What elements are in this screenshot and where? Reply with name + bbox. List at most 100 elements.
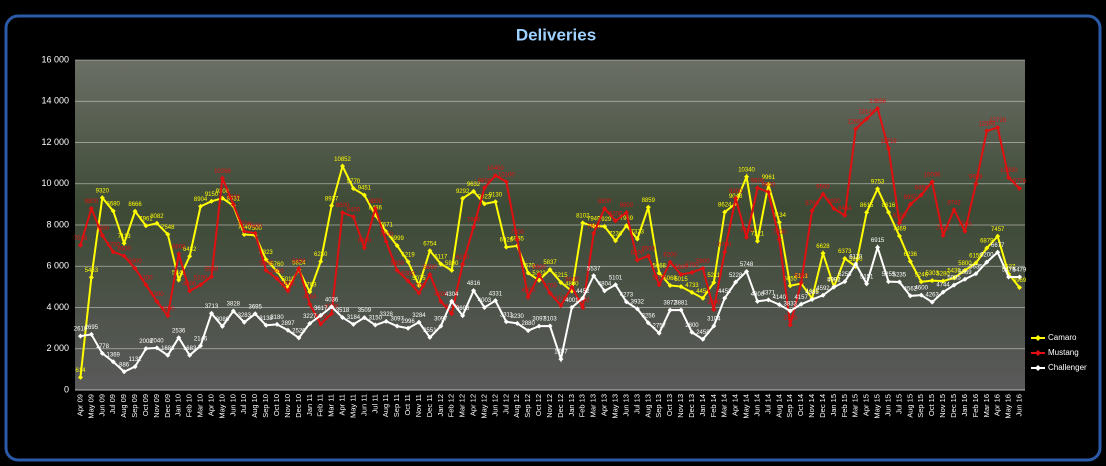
data-label: 4263 <box>926 293 940 299</box>
data-label: 4451 <box>696 289 710 295</box>
marker <box>591 273 597 279</box>
data-label: 7929 <box>598 217 612 223</box>
marker <box>198 203 204 209</box>
marker <box>754 238 760 244</box>
x-tick-label: Mar 15 <box>851 394 860 417</box>
data-label: 2880 <box>521 321 535 327</box>
marker <box>678 272 684 277</box>
data-label: 10340 <box>738 167 755 173</box>
marker <box>940 278 946 284</box>
marker <box>634 306 640 312</box>
marker <box>613 282 619 288</box>
data-label: 5479 <box>1002 268 1016 274</box>
marker <box>383 229 389 235</box>
marker <box>263 322 269 328</box>
data-label: 5837 <box>543 260 557 266</box>
x-tick-label: Nov 14 <box>807 394 816 418</box>
data-label: 3713 <box>205 304 219 310</box>
x-tick-label: Jun 13 <box>621 394 630 417</box>
x-tick-label: Jun 14 <box>752 394 761 417</box>
data-label: 6482 <box>183 247 197 253</box>
marker <box>656 330 662 336</box>
data-label: 5303 <box>926 271 940 277</box>
marker <box>372 322 378 328</box>
data-label: 10852 <box>334 157 351 163</box>
data-label: 6926 <box>500 238 514 244</box>
data-label: 8464 <box>838 206 852 212</box>
data-label: 7949 <box>587 217 601 223</box>
x-tick-label: Sep 13 <box>654 394 663 418</box>
marker <box>329 203 335 209</box>
marker <box>460 313 466 319</box>
x-tick-label: Mar 16 <box>982 394 991 417</box>
data-label: 6628 <box>816 244 830 250</box>
data-label: 3138 <box>259 316 273 322</box>
data-label: 4100 <box>554 296 568 302</box>
marker <box>645 204 651 210</box>
marker <box>219 175 225 181</box>
x-tick-label: Feb 12 <box>447 394 456 417</box>
data-label: 4140 <box>773 295 787 301</box>
marker <box>132 265 138 271</box>
marker <box>634 257 640 263</box>
data-label: 13656 <box>869 99 886 105</box>
marker <box>623 223 629 229</box>
marker <box>383 318 389 324</box>
marker <box>634 236 640 242</box>
marker <box>481 304 487 310</box>
data-label: 4452 <box>576 289 590 295</box>
marker <box>449 311 455 317</box>
data-label: 9500 <box>816 185 830 191</box>
marker <box>569 284 575 290</box>
data-label: 4385 <box>805 290 819 296</box>
data-label: 2526 <box>292 328 306 334</box>
data-label: 8102 <box>576 213 590 219</box>
data-label: 8931 <box>227 196 241 202</box>
marker <box>121 240 127 246</box>
marker <box>951 275 957 281</box>
data-label: 11719 <box>880 139 897 145</box>
data-label: 2695 <box>85 325 99 331</box>
marker <box>198 282 204 288</box>
data-label: 9961 <box>762 175 776 181</box>
marker <box>1017 274 1023 280</box>
marker <box>416 319 422 325</box>
marker <box>984 245 990 251</box>
x-tick-label: Aug 12 <box>512 394 521 418</box>
data-label: 6159 <box>969 254 983 260</box>
data-label: 5800 <box>259 261 273 267</box>
marker <box>198 343 204 349</box>
data-label: 5800 <box>445 261 459 267</box>
marker <box>896 233 902 239</box>
marker <box>416 290 422 296</box>
marker <box>274 276 280 282</box>
data-label: 4371 <box>762 290 776 296</box>
data-label: 7221 <box>751 232 765 238</box>
marker <box>427 334 433 340</box>
data-label: 4003 <box>478 298 492 304</box>
data-label: 3900 <box>707 300 721 306</box>
marker <box>340 210 346 216</box>
marker <box>285 288 291 294</box>
x-tick-label: Feb 15 <box>840 394 849 417</box>
marker <box>208 310 214 316</box>
data-label: 8400 <box>347 207 361 213</box>
data-label: 5011 <box>281 277 295 283</box>
data-label: 9320 <box>96 188 110 194</box>
marker <box>831 284 837 290</box>
data-label: 12728 <box>989 118 1006 124</box>
data-label: 6700 <box>718 242 732 248</box>
data-label: 6677 <box>991 243 1005 249</box>
x-tick-label: Nov 13 <box>676 394 685 418</box>
marker <box>405 325 411 331</box>
x-tick-label: May 09 <box>86 394 95 419</box>
marker <box>536 323 542 329</box>
marker <box>623 210 629 216</box>
x-tick-label: Sep 12 <box>523 394 532 418</box>
x-tick-label: Jan 14 <box>698 394 707 417</box>
data-label: 4700 <box>543 284 557 290</box>
marker <box>558 356 564 362</box>
data-label: 7500 <box>936 226 950 232</box>
marker <box>667 259 673 265</box>
marker <box>340 314 346 320</box>
